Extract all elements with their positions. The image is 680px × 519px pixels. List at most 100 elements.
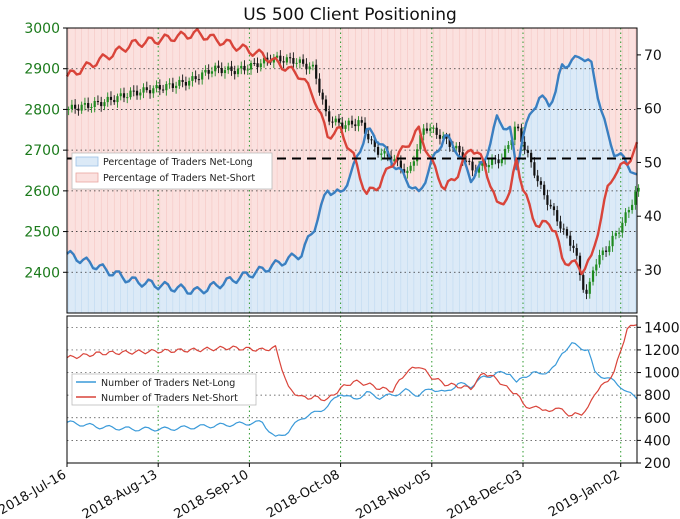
candle-body [77,108,80,111]
candle-body [126,97,129,99]
fill-net-long-column [526,122,530,313]
candle-body [184,81,187,86]
candle-body [191,76,194,81]
candle-body [539,181,543,185]
candle-body [517,126,520,129]
fill-net-long-column [604,128,608,313]
candle-body [370,139,373,141]
fill-net-short-column [285,28,289,260]
candle-body [487,164,490,168]
candle-body [334,118,337,123]
fill-net-long-column [181,289,185,313]
fill-net-short-column [630,28,635,171]
count-tick-label: 400 [644,433,671,449]
fill-net-short-column [265,28,270,268]
candle-body [526,150,529,153]
candle-body [116,96,119,103]
fill-net-short-column [422,28,426,183]
fill-net-short-column [591,28,595,73]
candle-body [204,69,207,73]
candle-body [350,120,354,125]
fill-net-long-column [376,139,380,313]
candle-body [621,222,624,233]
fill-net-long-column [148,283,152,313]
fill-net-long-column [578,56,582,313]
candle-body [393,159,396,162]
fill-net-long-column [409,184,413,313]
fill-net-long-column [441,138,446,313]
count-tick-label: 600 [644,411,671,427]
candle-body [376,146,380,155]
candle-body [412,161,415,166]
fill-net-long-column [194,291,198,313]
fill-net-long-column [285,259,289,313]
candle-body [536,175,539,182]
net-short-percent-line [65,27,639,276]
fill-net-short-column [610,28,615,148]
fill-net-long-column [519,143,524,313]
fill-net-short-column [311,28,315,231]
legend-swatch-net-long [75,156,99,167]
fill-net-long-column [70,255,74,313]
fill-net-long-column [213,285,218,313]
candle-body [214,65,217,72]
fill-net-long-column [233,279,237,313]
candle-body [425,128,429,131]
candle-body [520,128,523,142]
count-axis-ticks: 200 400 600 800 1000 1200 1400 [637,320,680,472]
fill-net-long-column [174,287,179,313]
top-panel-border [66,27,638,314]
candle-body [152,88,155,94]
candle-body [471,161,474,171]
fill-net-long-column [324,194,328,313]
candle-body [406,170,409,174]
candle-body [367,133,370,140]
fill-net-long-column [454,149,459,313]
fill-net-short-column [415,28,420,193]
candle-body [83,103,87,105]
candle-body [80,104,83,111]
candle-body [145,87,148,91]
candle-body [523,141,526,151]
candle-body [435,127,438,135]
candle-body [360,120,363,123]
candle-body [197,79,201,81]
percent-tick-label: 50 [644,155,662,171]
candle-body [113,99,116,103]
fill-net-long-column [265,267,270,313]
bottom-panel-border [66,315,638,464]
net-long-percent-line [66,54,638,295]
fill-net-short-column [539,28,543,99]
candle-body [142,87,145,93]
candle-body [122,93,126,98]
candle-body [90,106,93,108]
candle-body [292,58,295,64]
candle-body [416,149,419,162]
candle-body [295,62,298,64]
candle-body [132,90,135,92]
candle-body [259,63,262,68]
candle-body [565,229,569,236]
fill-net-short-column [526,28,530,123]
candle-body [477,165,481,173]
candle-body [282,61,285,63]
fill-net-long-column [291,257,296,313]
price-tick-label: 2500 [24,225,60,241]
fill-net-long-column [480,164,485,313]
fill-net-short-column [467,28,472,176]
fill-net-long-column [154,284,159,313]
candle-body [608,246,611,252]
candle-body [490,158,494,165]
candle-body [344,125,347,129]
date-tick-label: 2018-Aug-13 [80,467,160,519]
candle-body [582,275,585,290]
date-axis-ticks: 2018-Jul-16 2018-Aug-13 2018-Sep-10 2018-Oc… [0,463,623,519]
candle-body [129,90,132,98]
candle-body [275,55,279,58]
net-long-count-line [66,342,638,437]
fill-net-short-column [376,28,380,140]
candle-body [595,264,598,271]
date-tick-label: 2018-Oct-08 [264,467,342,519]
fill-net-short-column [246,28,250,275]
